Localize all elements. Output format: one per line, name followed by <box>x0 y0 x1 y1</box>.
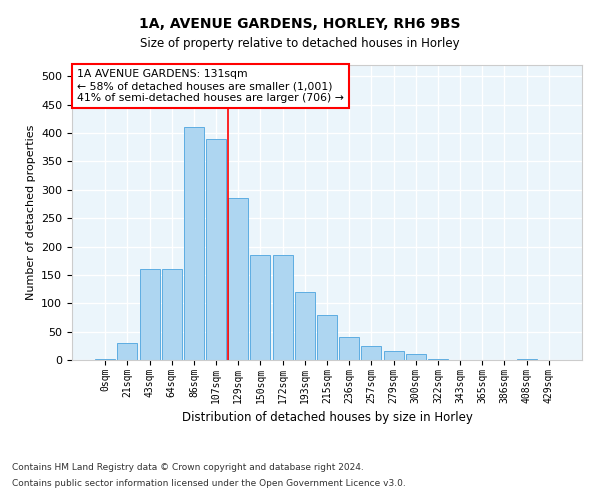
Bar <box>428 359 448 360</box>
Bar <box>250 255 271 360</box>
Y-axis label: Number of detached properties: Number of detached properties <box>26 125 35 300</box>
Text: Contains HM Land Registry data © Crown copyright and database right 2024.: Contains HM Land Registry data © Crown c… <box>12 464 364 472</box>
Bar <box>361 346 382 360</box>
Bar <box>184 128 204 360</box>
Text: 1A, AVENUE GARDENS, HORLEY, RH6 9BS: 1A, AVENUE GARDENS, HORLEY, RH6 9BS <box>139 18 461 32</box>
Bar <box>206 138 226 360</box>
Bar <box>406 354 426 360</box>
Text: Contains public sector information licensed under the Open Government Licence v3: Contains public sector information licen… <box>12 478 406 488</box>
X-axis label: Distribution of detached houses by size in Horley: Distribution of detached houses by size … <box>182 411 472 424</box>
Bar <box>317 314 337 360</box>
Text: Size of property relative to detached houses in Horley: Size of property relative to detached ho… <box>140 38 460 51</box>
Bar <box>339 338 359 360</box>
Bar <box>140 269 160 360</box>
Bar <box>517 359 536 360</box>
Bar <box>272 255 293 360</box>
Bar <box>95 359 115 360</box>
Bar <box>295 292 315 360</box>
Text: 1A AVENUE GARDENS: 131sqm
← 58% of detached houses are smaller (1,001)
41% of se: 1A AVENUE GARDENS: 131sqm ← 58% of detac… <box>77 70 344 102</box>
Bar <box>118 343 137 360</box>
Bar <box>228 198 248 360</box>
Bar <box>383 352 404 360</box>
Bar <box>162 269 182 360</box>
